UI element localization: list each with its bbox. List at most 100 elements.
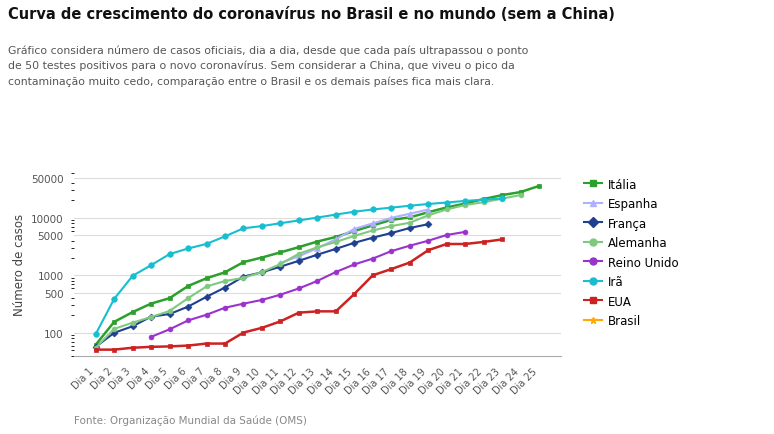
Espanha: [350, 227, 359, 232]
Irã: [442, 201, 451, 206]
Espanha: [386, 216, 396, 221]
Irã: [386, 206, 396, 211]
França: [423, 222, 433, 227]
Alemanha: [91, 345, 101, 351]
Itália: [442, 205, 451, 210]
Alemanha: [350, 234, 359, 239]
EUA: [239, 330, 248, 335]
Alemanha: [442, 207, 451, 213]
França: [276, 264, 285, 270]
Irã: [294, 218, 303, 224]
Itália: [183, 284, 193, 289]
Line: Irã: Irã: [93, 196, 505, 337]
Alemanha: [276, 262, 285, 267]
Alemanha: [165, 309, 174, 314]
França: [221, 285, 230, 290]
França: [128, 324, 137, 329]
Alemanha: [498, 197, 507, 202]
França: [146, 314, 156, 319]
Irã: [239, 226, 248, 231]
Irã: [368, 207, 378, 213]
EUA: [386, 267, 396, 272]
Itália: [202, 276, 211, 281]
EUA: [202, 341, 211, 346]
Text: Fonte: Organização Mundial da Saúde (OMS): Fonte: Organização Mundial da Saúde (OMS…: [74, 415, 307, 425]
Irã: [202, 242, 211, 247]
Irã: [423, 202, 433, 207]
Itália: [368, 223, 378, 228]
França: [313, 253, 322, 258]
Itália: [165, 296, 174, 301]
EUA: [221, 341, 230, 346]
Itália: [91, 342, 101, 348]
Itália: [423, 210, 433, 215]
Espanha: [294, 254, 303, 259]
Line: França: França: [93, 222, 430, 349]
Itália: [498, 193, 507, 198]
Itália: [128, 310, 137, 315]
França: [294, 259, 303, 264]
EUA: [350, 292, 359, 297]
Alemanha: [257, 270, 266, 275]
Text: Curva de crescimento do coronavírus no Brasil e no mundo (sem a China): Curva de crescimento do coronavírus no B…: [8, 7, 615, 21]
Alemanha: [405, 220, 414, 226]
Irã: [313, 215, 322, 220]
Alemanha: [128, 320, 137, 326]
Irã: [221, 234, 230, 240]
França: [165, 312, 174, 317]
Reino Unido: [350, 262, 359, 267]
Reino Unido: [294, 286, 303, 291]
Irã: [461, 199, 470, 204]
Alemanha: [461, 203, 470, 208]
EUA: [183, 343, 193, 349]
Itália: [313, 240, 322, 245]
Irã: [276, 221, 285, 226]
França: [405, 226, 414, 231]
Alemanha: [368, 228, 378, 233]
Reino Unido: [331, 270, 341, 275]
EUA: [479, 240, 488, 245]
França: [331, 247, 341, 252]
Irã: [257, 224, 266, 229]
EUA: [91, 347, 101, 352]
Itália: [221, 270, 230, 275]
Reino Unido: [442, 233, 451, 238]
Y-axis label: Número de casos: Número de casos: [12, 214, 26, 316]
Reino Unido: [165, 327, 174, 332]
França: [239, 274, 248, 279]
Alemanha: [479, 200, 488, 205]
Itália: [350, 229, 359, 234]
EUA: [498, 237, 507, 243]
Itália: [534, 184, 543, 189]
Irã: [128, 273, 137, 279]
Itália: [276, 250, 285, 255]
Reino Unido: [276, 293, 285, 298]
Line: Alemanha: Alemanha: [93, 193, 523, 350]
Alemanha: [294, 252, 303, 257]
Espanha: [276, 261, 285, 266]
Irã: [479, 197, 488, 203]
Alemanha: [239, 276, 248, 281]
Itália: [239, 260, 248, 265]
Alemanha: [386, 224, 396, 229]
Reino Unido: [313, 279, 322, 284]
EUA: [405, 260, 414, 266]
EUA: [146, 345, 156, 350]
França: [257, 270, 266, 275]
França: [368, 236, 378, 241]
Irã: [405, 204, 414, 209]
Reino Unido: [239, 301, 248, 306]
Reino Unido: [423, 239, 433, 244]
Irã: [331, 213, 341, 218]
Alemanha: [221, 279, 230, 284]
Itália: [405, 215, 414, 220]
França: [91, 345, 101, 350]
Irã: [146, 263, 156, 268]
Irã: [110, 297, 119, 302]
Irã: [498, 197, 507, 202]
Line: Itália: Itália: [93, 184, 542, 347]
Itália: [461, 201, 470, 207]
Line: EUA: EUA: [93, 237, 505, 352]
Reino Unido: [146, 335, 156, 340]
Itália: [386, 218, 396, 223]
